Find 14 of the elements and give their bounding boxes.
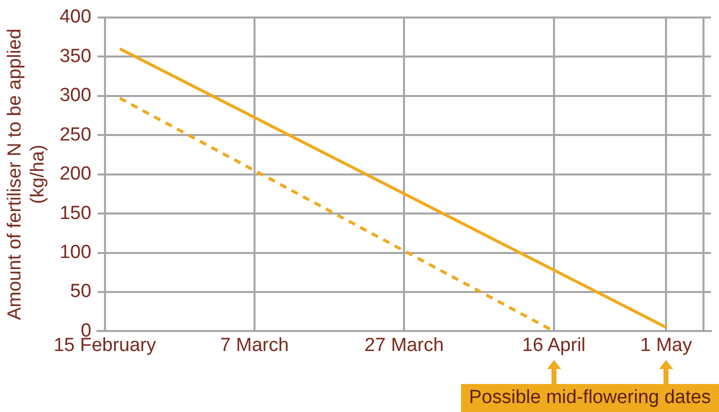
y-tick-label: 150	[60, 202, 92, 224]
x-tick-label: 1 May	[640, 334, 692, 356]
y-tick-label: 50	[70, 281, 92, 302]
y-axis-title: Amount of fertiliser N to be applied (kg/ha)	[4, 28, 48, 320]
y-tick-label: 400	[60, 6, 92, 28]
x-tick-label: 27 March	[364, 334, 444, 356]
y-tick-label: 200	[60, 164, 92, 185]
text: Possible mid-flowering dates	[461, 384, 719, 412]
y-tick-label: 100	[60, 242, 92, 263]
x-tick-label: 7 March	[220, 334, 289, 356]
y-tick-label: 250	[60, 124, 92, 146]
y-tick-label: 350	[60, 46, 92, 67]
y-tick-label: 300	[60, 85, 92, 106]
x-tick-label: 16 April	[522, 334, 586, 356]
